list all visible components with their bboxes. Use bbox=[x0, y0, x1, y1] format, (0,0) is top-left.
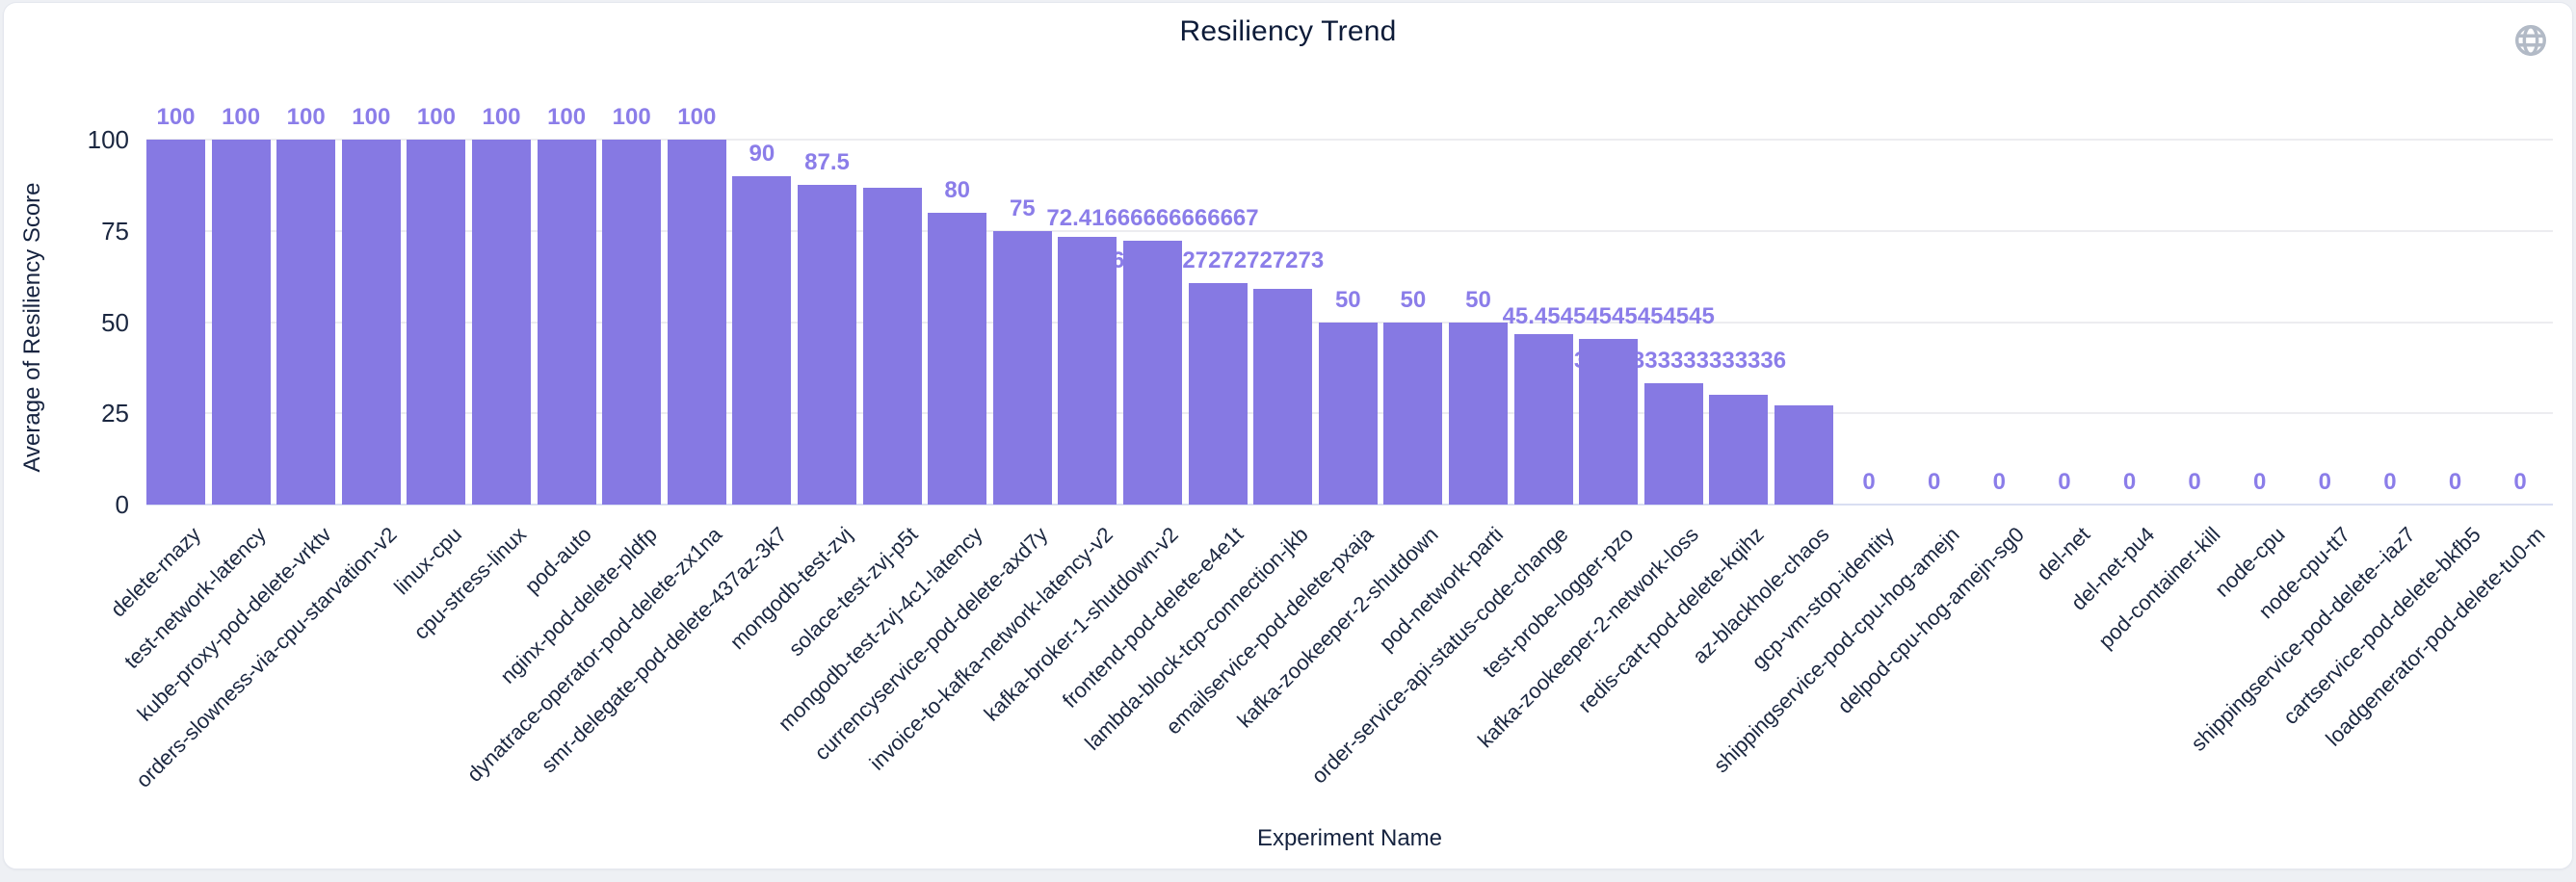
value-label-node-cpu: 0 bbox=[2253, 469, 2267, 495]
value-label-cpu-stress-linux: 100 bbox=[482, 104, 521, 130]
value-label-pod-container-kill: 0 bbox=[2188, 469, 2201, 495]
x-tick-label-del-net: del-net bbox=[2031, 522, 2094, 585]
value-label-delete-rnazy: 100 bbox=[156, 104, 196, 130]
value-label-test-probe-logger-pzo: 45.45454545454545 bbox=[1502, 302, 1715, 329]
value-label-shippingservice-pod-cpu-hog-amejn: 0 bbox=[1928, 469, 1941, 495]
bar-pod-network-parti[interactable] bbox=[1449, 322, 1508, 505]
value-label-linux-cpu: 100 bbox=[416, 104, 456, 130]
value-label-test-network-latency: 100 bbox=[222, 104, 261, 130]
y-tick-label-50: 50 bbox=[101, 307, 129, 337]
value-label-del-net: 0 bbox=[2058, 469, 2071, 495]
value-label-kafka-broker-1-shutdown-v2: 72.41666666666667 bbox=[1046, 204, 1259, 231]
x-axis-line bbox=[146, 504, 2553, 506]
value-label-orders-slowness-via-cpu-starvation-v2: 100 bbox=[352, 104, 391, 130]
value-label-emailservice-pod-delete-pxaja: 50 bbox=[1334, 286, 1361, 313]
bar-lambda-block-tcp-connection-jkb[interactable] bbox=[1253, 289, 1313, 505]
bar-redis-cart-pod-delete-kqihz[interactable] bbox=[1709, 395, 1769, 505]
value-label-gcp-vm-stop-identity: 0 bbox=[1862, 469, 1876, 495]
x-tick-label-cpu-stress-linux: cpu-stress-linux bbox=[408, 522, 532, 644]
value-label-del-net-pu4: 0 bbox=[2122, 469, 2137, 495]
bar-chart-plot-area: Average of Resiliency Score Experiment N… bbox=[4, 3, 2572, 869]
bar-linux-cpu[interactable] bbox=[407, 140, 466, 505]
bar-test-network-latency[interactable] bbox=[211, 140, 271, 505]
bar-test-probe-logger-pzo[interactable] bbox=[1579, 338, 1639, 505]
value-label-mongodb-test-zvj-4c1-latency: 80 bbox=[944, 176, 971, 203]
value-label-delpod-cpu-hog-amejn-sg0: 0 bbox=[1992, 469, 2006, 495]
bar-cpu-stress-linux[interactable] bbox=[472, 140, 531, 505]
value-label-smr-delegate-pod-delete-437az-3k7: 90 bbox=[749, 140, 775, 167]
bar-frontend-pod-delete-e4e1t[interactable] bbox=[1188, 282, 1248, 505]
y-tick-label-25: 25 bbox=[101, 399, 129, 428]
bar-delete-rnazy[interactable] bbox=[146, 140, 205, 505]
bar-emailservice-pod-delete-pxaja[interactable] bbox=[1318, 322, 1378, 505]
x-axis-title: Experiment Name bbox=[1256, 825, 1443, 851]
value-label-mongodb-test-zvj: 87.5 bbox=[804, 149, 850, 176]
gridline-100 bbox=[146, 139, 2553, 141]
bar-invoice-to-kafka-network-latency-v2[interactable] bbox=[1058, 237, 1117, 505]
value-label-currencyservice-pod-delete-axd7y: 75 bbox=[1009, 195, 1036, 221]
x-tick-label-pod-container-kill: pod-container-kill bbox=[2092, 522, 2225, 654]
value-label-kube-proxy-pod-delete-vrktv: 100 bbox=[286, 104, 326, 130]
x-tick-label-smr-delegate-pod-delete-437az-3k7: smr-delegate-pod-delete-437az-3k7 bbox=[536, 522, 792, 778]
value-label-pod-network-parti: 50 bbox=[1465, 286, 1491, 313]
bar-az-blackhole-chaos[interactable] bbox=[1774, 404, 1833, 505]
chart-title: Resiliency Trend bbox=[1179, 15, 1397, 47]
bar-mongodb-test-zvj-4c1-latency[interactable] bbox=[928, 212, 987, 505]
bar-nginx-pod-delete-pldfp[interactable] bbox=[602, 140, 662, 505]
globe-icon[interactable] bbox=[2512, 22, 2549, 59]
gridline-75 bbox=[146, 229, 2553, 232]
bar-kube-proxy-pod-delete-vrktv[interactable] bbox=[276, 140, 336, 505]
value-label-loadgenerator-pod-delete-tu0-m: 0 bbox=[2513, 469, 2527, 495]
value-label-dynatrace-operator-pod-delete-zx1na: 100 bbox=[677, 104, 717, 130]
value-label-nginx-pod-delete-pldfp: 100 bbox=[612, 104, 651, 130]
bar-kafka-broker-1-shutdown-v2[interactable] bbox=[1123, 240, 1182, 505]
bar-smr-delegate-pod-delete-437az-3k7[interactable] bbox=[732, 175, 792, 505]
y-tick-label-75: 75 bbox=[101, 216, 129, 246]
value-label-pod-auto: 100 bbox=[547, 104, 587, 130]
value-label-kafka-zookeeper-2-shutdown: 50 bbox=[1400, 286, 1427, 313]
bar-order-service-api-status-code-change[interactable] bbox=[1513, 334, 1573, 505]
bar-pod-auto[interactable] bbox=[537, 140, 596, 505]
bar-kafka-zookeeper-2-network-loss[interactable] bbox=[1643, 382, 1703, 505]
y-tick-label-100: 100 bbox=[87, 125, 129, 154]
bar-dynatrace-operator-pod-delete-zx1na[interactable] bbox=[667, 140, 726, 505]
bar-kafka-zookeeper-2-shutdown[interactable] bbox=[1383, 322, 1443, 505]
value-label-cartservice-pod-delete-bkfb5: 0 bbox=[2448, 469, 2462, 495]
chart-card: Resiliency Trend Average of Resiliency S… bbox=[3, 2, 2573, 869]
bar-mongodb-test-zvj[interactable] bbox=[798, 185, 856, 505]
value-label-shippingservice-pod-delete--iaz7: 0 bbox=[2383, 469, 2397, 495]
bar-currencyservice-pod-delete-axd7y[interactable] bbox=[992, 230, 1052, 505]
bar-solace-test-zvj-p5t[interactable] bbox=[862, 187, 922, 505]
bar-orders-slowness-via-cpu-starvation-v2[interactable] bbox=[341, 140, 401, 505]
value-label-node-cpu-tt7: 0 bbox=[2318, 469, 2331, 495]
y-tick-label-0: 0 bbox=[115, 490, 129, 519]
x-tick-label-shippingservice-pod-cpu-hog-amejn: shippingservice-pod-cpu-hog-amejn bbox=[1708, 522, 1964, 778]
